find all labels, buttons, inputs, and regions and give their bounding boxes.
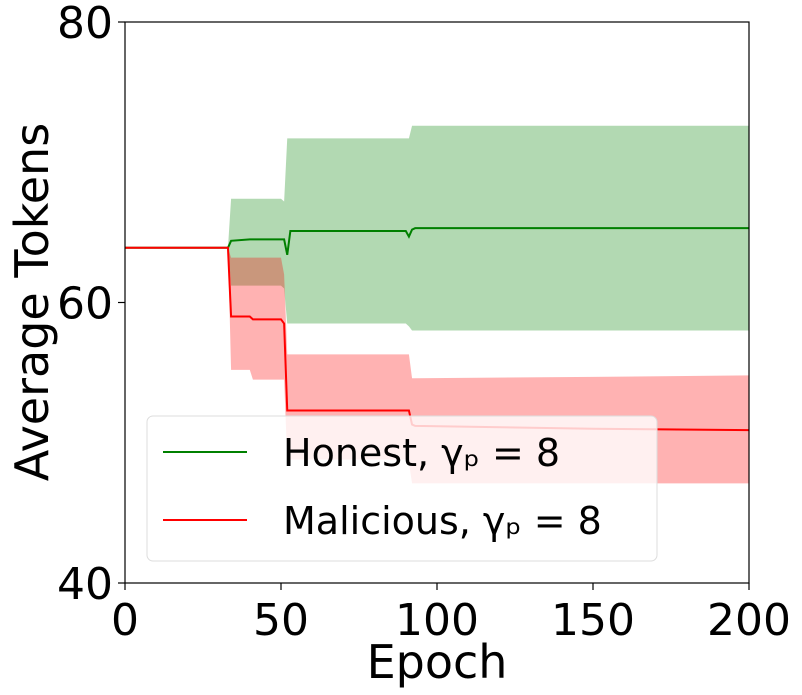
- x-tick-label: 0: [111, 595, 139, 646]
- x-tick-label: 150: [551, 595, 635, 646]
- x-tick-label: 100: [395, 595, 479, 646]
- y-tick-label: 40: [57, 559, 113, 610]
- legend-label: Malicious, γₚ = 8: [283, 499, 602, 543]
- y-tick-label: 80: [57, 0, 113, 49]
- legend: Honest, γₚ = 8 Malicious, γₚ = 8: [146, 415, 658, 562]
- legend-box: [146, 415, 658, 562]
- y-axis-label: Average Tokens: [5, 123, 59, 481]
- x-tick-label: 200: [707, 595, 791, 646]
- x-axis-label: Epoch: [367, 635, 508, 689]
- y-tick-label: 60: [57, 279, 113, 330]
- x-tick-label: 50: [253, 595, 309, 646]
- line: [125, 227, 749, 256]
- legend-label: Honest, γₚ = 8: [283, 431, 560, 475]
